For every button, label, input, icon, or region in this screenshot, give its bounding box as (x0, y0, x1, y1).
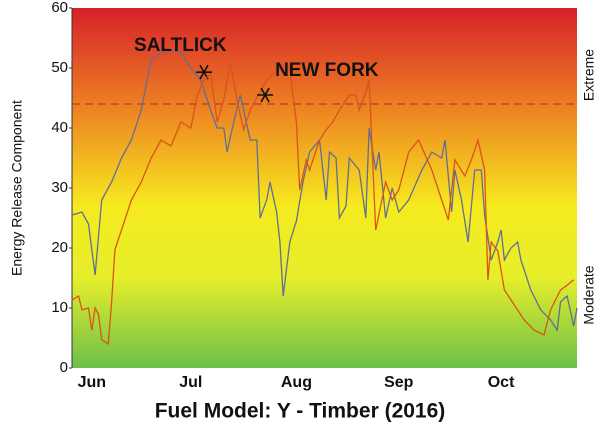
station-label: SALTLICK (134, 35, 227, 56)
y-tick-label: 60 (51, 0, 68, 16)
x-tick-label: Sep (384, 374, 414, 391)
y-tick-label: 30 (51, 179, 68, 196)
y-tick-label: 50 (51, 59, 68, 76)
x-tick-label: Jul (179, 374, 202, 391)
y-tick-label: 10 (51, 299, 68, 316)
zone-label: Moderate (581, 265, 597, 324)
x-tick-label: Jun (78, 374, 106, 391)
station-marker (257, 87, 274, 103)
y-tick-label: 0 (60, 359, 68, 376)
series-line (71, 60, 575, 346)
y-tick-label: 20 (51, 239, 68, 256)
zone-label: Extreme (581, 49, 597, 101)
y-tick-label: 40 (51, 119, 68, 136)
station-label: NEW FORK (275, 60, 379, 81)
x-tick-label: Oct (488, 374, 515, 391)
chart-title: Fuel Model: Y - Timber (2016) (155, 400, 446, 423)
y-axis-label: Energy Release Component (9, 100, 25, 276)
x-tick-label: Aug (281, 374, 312, 391)
series-line (71, 49, 578, 333)
